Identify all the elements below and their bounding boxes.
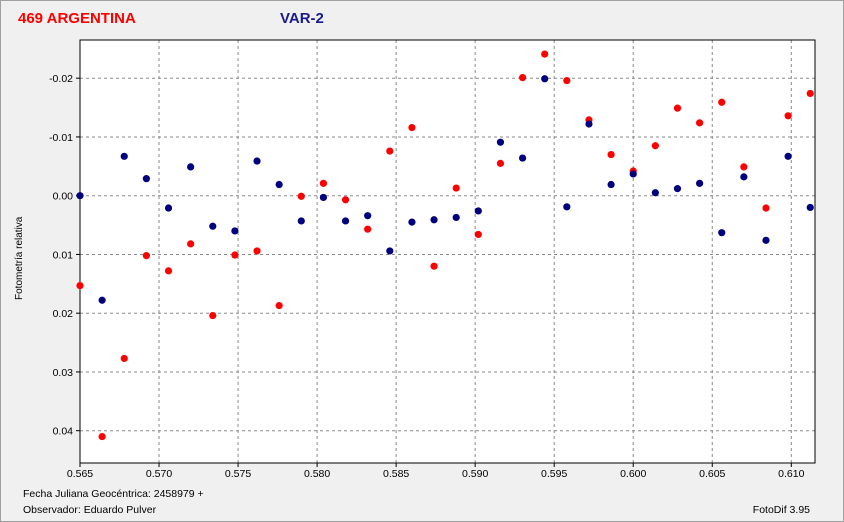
blue-data-point: [607, 180, 615, 189]
red-data-point: [541, 50, 549, 58]
x-tick-label: 0.570: [146, 468, 172, 480]
red-data-point: [806, 89, 814, 98]
red-data-point: [563, 76, 571, 85]
star-title: 469 ARGENTINA: [18, 10, 136, 27]
blue-data-point: [231, 227, 239, 235]
red-data-point: [607, 150, 615, 159]
blue-data-point: [496, 138, 505, 146]
x-tick-label: 0.585: [383, 468, 409, 480]
blue-data-point: [120, 152, 128, 160]
red-data-point: [187, 240, 195, 248]
red-data-point: [76, 281, 84, 290]
blue-data-point: [209, 222, 217, 230]
blue-data-point: [762, 236, 770, 244]
blue-data-point: [76, 192, 84, 200]
blue-data-point: [187, 163, 195, 171]
red-data-point: [651, 142, 659, 150]
blue-data-point: [806, 203, 814, 212]
x-tick-label: 0.600: [620, 468, 646, 480]
blue-data-point: [275, 180, 283, 189]
blue-data-point: [541, 75, 549, 83]
blue-data-point: [563, 203, 571, 211]
blue-data-point: [784, 152, 792, 160]
blue-data-point: [740, 173, 748, 181]
blue-data-point: [408, 218, 416, 226]
footer-date-label: Fecha Juliana Geocéntrica: 2458979 +: [23, 488, 204, 500]
blue-data-point: [518, 154, 527, 162]
red-data-point: [430, 262, 438, 270]
x-tick-label: 0.610: [778, 468, 804, 480]
y-tick-label: 0.01: [53, 249, 74, 261]
plot-area: [80, 40, 815, 463]
footer-software-label: FotoDif 3.95: [752, 504, 810, 516]
red-data-point: [142, 252, 150, 260]
red-data-point: [386, 147, 394, 155]
red-data-point: [297, 192, 305, 200]
plot-border: [79, 39, 816, 464]
red-data-point: [696, 119, 704, 127]
blue-data-point: [164, 204, 173, 212]
blue-data-point: [98, 296, 106, 304]
blue-data-point: [585, 120, 593, 128]
red-data-point: [319, 179, 328, 187]
red-data-point: [452, 184, 460, 192]
x-tick-label: 0.575: [225, 468, 251, 480]
blue-data-point: [364, 212, 372, 220]
red-data-point: [341, 196, 350, 204]
red-data-point: [474, 230, 482, 239]
blue-data-point: [452, 213, 460, 222]
red-data-point: [231, 251, 239, 259]
red-data-point: [673, 104, 682, 112]
red-data-point: [209, 311, 217, 320]
blue-data-point: [319, 193, 328, 202]
red-data-point: [253, 247, 261, 255]
red-data-point: [718, 98, 726, 106]
blue-data-point: [386, 247, 394, 255]
red-data-point: [740, 163, 748, 171]
y-tick-label: -0.02: [49, 73, 73, 85]
blue-data-point: [142, 175, 150, 183]
x-tick-label: 0.595: [541, 468, 567, 480]
red-data-point: [784, 112, 792, 120]
y-axis-label: Fotometría relativa: [14, 216, 25, 300]
blue-data-point: [430, 216, 438, 224]
red-data-point: [496, 159, 505, 167]
variable-title: VAR-2: [280, 10, 324, 27]
red-data-point: [164, 267, 173, 275]
red-data-point: [364, 225, 372, 233]
blue-data-point: [629, 170, 637, 178]
x-tick-label: 0.565: [67, 468, 93, 480]
blue-data-point: [718, 229, 726, 237]
y-tick-label: 0.02: [53, 308, 74, 320]
red-data-point: [275, 301, 283, 310]
blue-data-point: [297, 217, 305, 225]
x-tick-label: 0.605: [699, 468, 725, 480]
y-tick-label: 0.03: [53, 367, 74, 379]
y-tick-label: -0.01: [49, 132, 73, 144]
blue-data-point: [341, 217, 350, 225]
blue-data-point: [696, 179, 704, 187]
x-tick-label: 0.590: [462, 468, 488, 480]
red-data-point: [408, 123, 416, 132]
y-tick-label: 0.00: [53, 191, 74, 203]
red-data-point: [518, 74, 527, 82]
blue-data-point: [673, 185, 682, 193]
blue-data-point: [651, 189, 659, 197]
blue-data-point: [253, 157, 261, 165]
red-data-point: [98, 432, 106, 441]
y-tick-label: 0.04: [53, 426, 74, 438]
red-data-point: [120, 354, 128, 363]
red-data-point: [762, 204, 770, 212]
x-tick-label: 0.580: [304, 468, 330, 480]
footer-observer-label: Observador: Eduardo Pulver: [23, 504, 157, 516]
blue-data-point: [474, 207, 482, 215]
